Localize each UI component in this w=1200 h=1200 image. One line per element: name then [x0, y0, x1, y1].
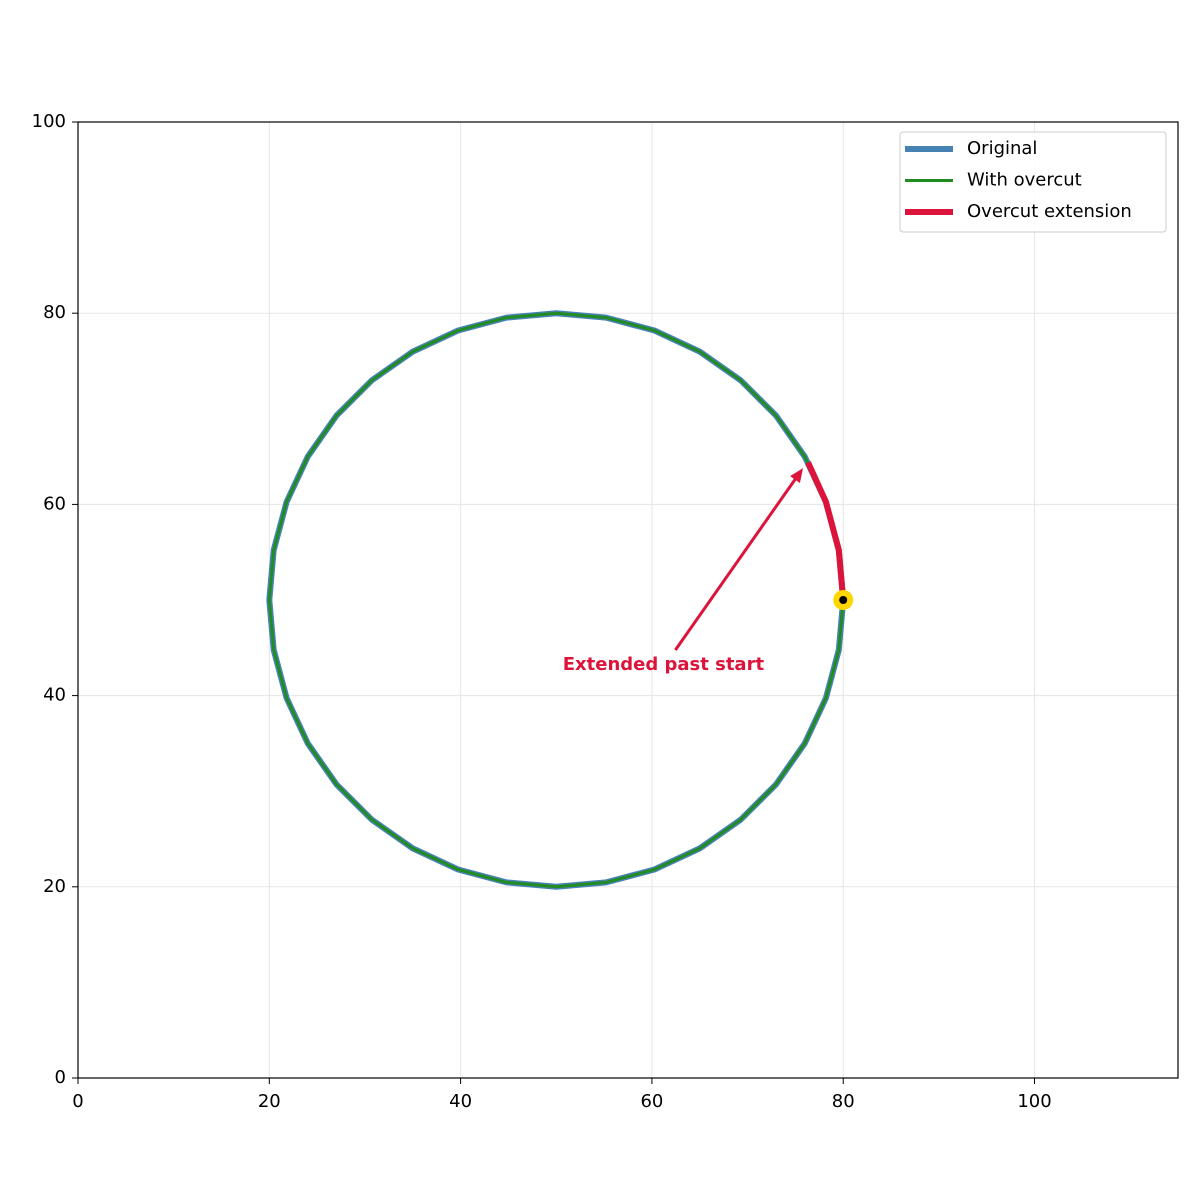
y-tick-label: 0 [55, 1067, 66, 1088]
legend: Original With overcut Overcut extension [899, 131, 1167, 233]
annotation-text: Extended past start [563, 654, 765, 675]
legend-label: Overcut extension [967, 201, 1132, 222]
annotation-arrow [674, 472, 801, 651]
y-tick-label: 100 [32, 111, 66, 132]
plot-area: Extended past start [266, 310, 854, 890]
annotation-arrowhead [790, 468, 804, 483]
x-tick-label: 100 [1017, 1091, 1051, 1112]
ticks: 0 20 40 60 80 100 0 20 40 60 80 100 [32, 111, 1052, 1112]
x-tick-label: 40 [449, 1091, 472, 1112]
y-tick-label: 80 [43, 302, 66, 323]
y-tick-label: 60 [43, 493, 66, 514]
y-tick-label: 40 [43, 685, 66, 706]
x-tick-label: 60 [640, 1091, 663, 1112]
axes-frame [77, 121, 1179, 1079]
x-tick-label: 0 [72, 1091, 83, 1112]
y-tick-label: 20 [43, 876, 66, 897]
legend-box [899, 131, 1167, 233]
start-marker-center [839, 596, 848, 604]
x-tick-label: 80 [832, 1091, 855, 1112]
legend-label: With overcut [967, 170, 1082, 191]
legend-label: Original [967, 138, 1037, 159]
x-tick-label: 20 [258, 1091, 281, 1112]
series-line [267, 311, 845, 889]
series-line [805, 461, 847, 601]
